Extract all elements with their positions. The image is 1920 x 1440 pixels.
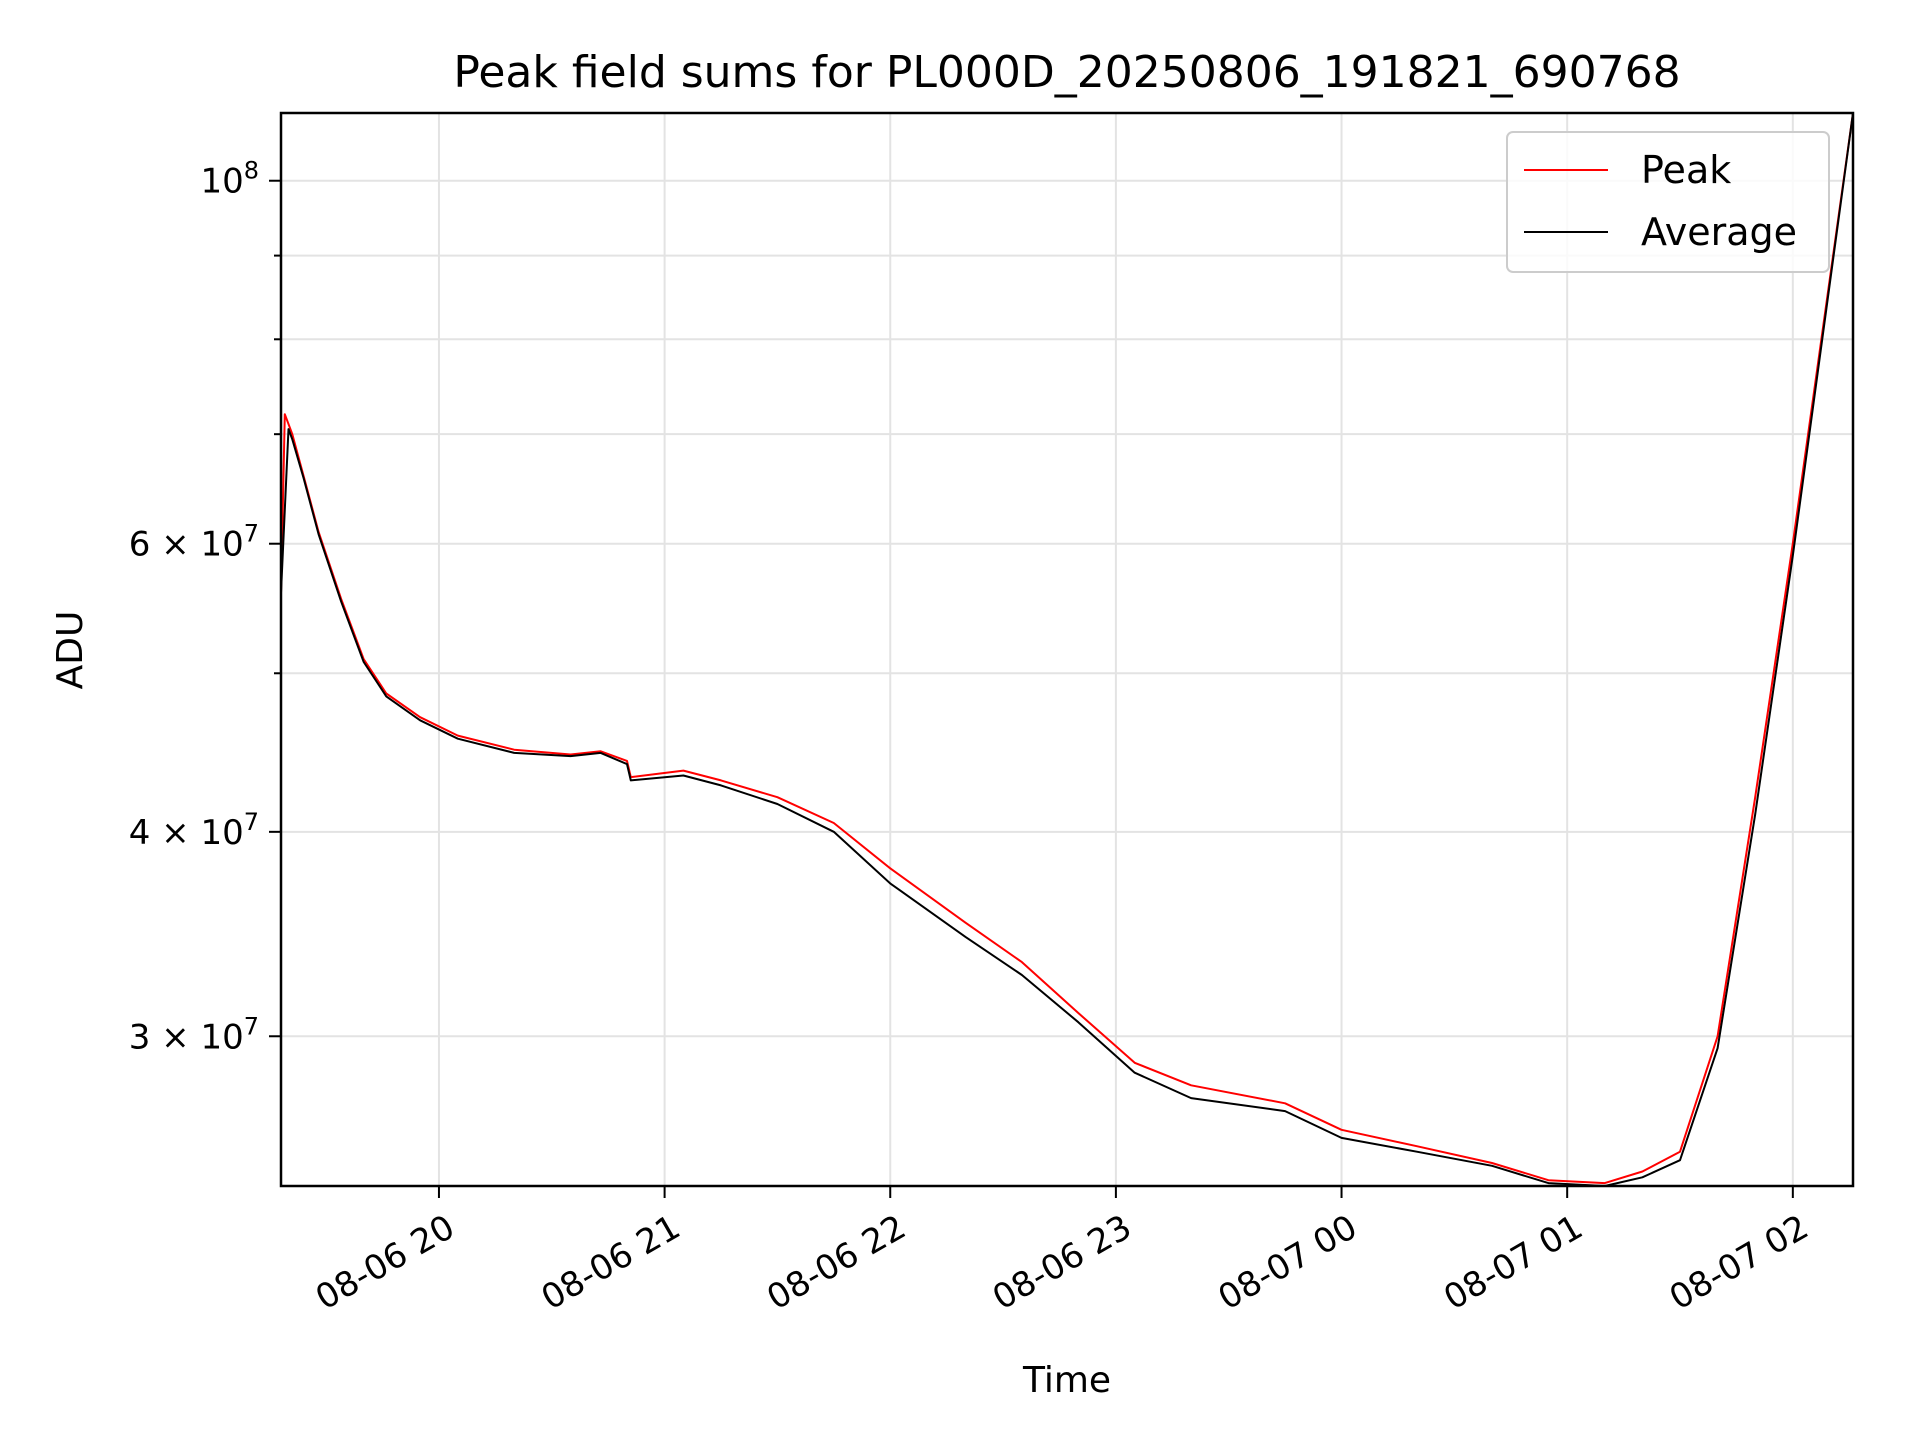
y-tick-label: 6 × 107 [129,520,259,565]
y-axis-title: ADU [50,611,91,690]
legend-label: Peak [1641,148,1731,192]
x-axis-title: Time [1022,1360,1111,1401]
legend-label: Average [1641,210,1797,254]
y-axis: 3 × 107 4 × 107 6 × 107 108 [129,157,281,1057]
y-tick-label: 4 × 107 [129,808,259,853]
legend-box [1506,131,1830,273]
y-tick-label: 3 × 107 [129,1012,259,1057]
y-tick-label: 108 [200,157,259,202]
plot-frame [279,111,1855,1188]
chart-title: Peak field sums for PL000D_20250806_1918… [453,47,1680,98]
legend: Peak Average [1506,131,1830,273]
